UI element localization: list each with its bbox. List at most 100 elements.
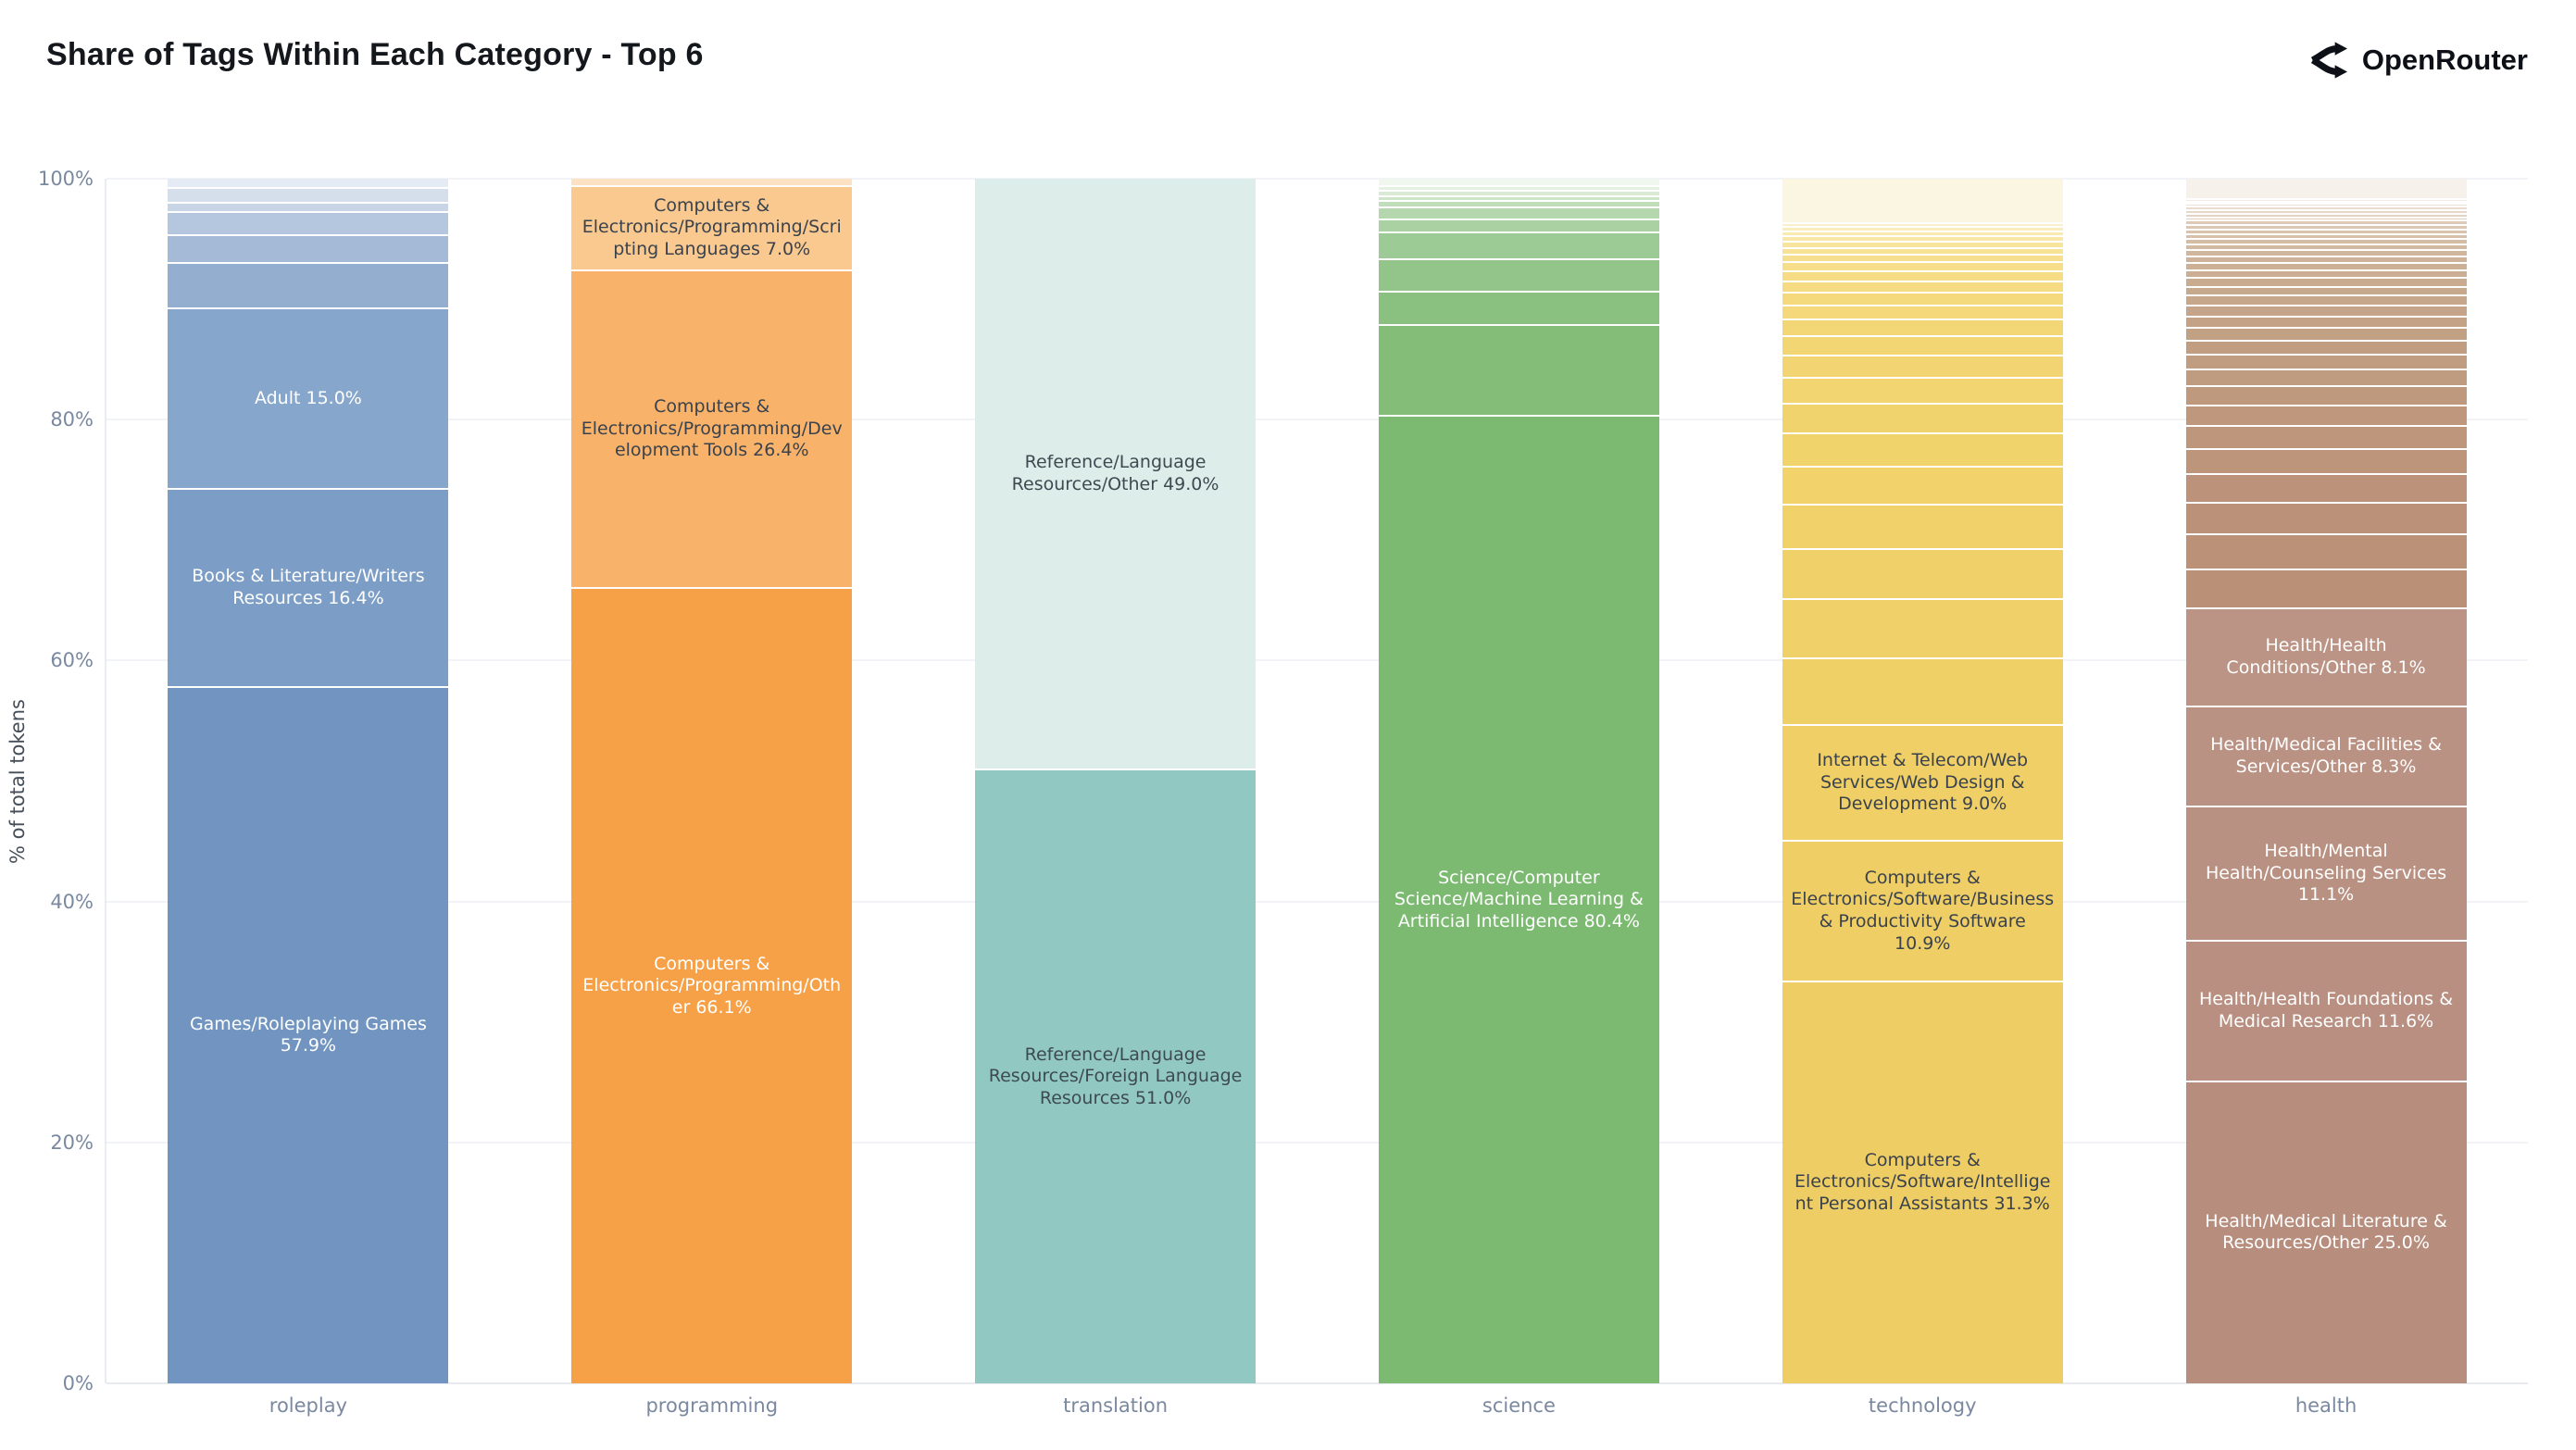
bar-segment-unlabeled[interactable] [1782, 269, 2063, 281]
bar-segment-unlabeled[interactable] [168, 261, 449, 308]
bar-segment-unlabeled[interactable] [1782, 402, 2063, 432]
bar-segment-unlabeled[interactable] [1782, 465, 2063, 505]
bar-segment-unlabeled[interactable] [571, 179, 853, 185]
bar-segment-unlabeled[interactable] [1378, 179, 1659, 185]
bar-segment-unlabeled[interactable] [1378, 257, 1659, 291]
bar-segment-unlabeled[interactable] [2185, 473, 2467, 502]
bar-segment-unlabeled[interactable] [2185, 237, 2467, 244]
bar-segment-unlabeled[interactable] [2185, 369, 2467, 386]
x-tick-label-health: health [2295, 1394, 2357, 1417]
bar-segment-unlabeled[interactable] [2185, 249, 2467, 256]
bar-segment[interactable]: Computers & Electronics/Programming/Deve… [571, 269, 853, 588]
bar-segment-unlabeled[interactable] [1782, 335, 2063, 356]
bar-segment-unlabeled[interactable] [2185, 208, 2467, 213]
bar-segment-unlabeled[interactable] [1782, 230, 2063, 236]
bar-segment[interactable]: Health/Medical Facilities & Services/Oth… [2185, 705, 2467, 806]
bar-segment-unlabeled[interactable] [2185, 219, 2467, 224]
bar-segment-unlabeled[interactable] [2185, 277, 2467, 286]
bar-segment-unlabeled[interactable] [2185, 294, 2467, 305]
bar-segment-unlabeled[interactable] [1782, 319, 2063, 336]
bar-segment[interactable]: Science/Computer Science/Machine Learnin… [1378, 414, 1659, 1383]
bar-segment-unlabeled[interactable] [1378, 184, 1659, 190]
y-axis-title: % of total tokens [6, 698, 29, 864]
bar-segment-unlabeled[interactable] [1782, 253, 2063, 261]
bar-segment-unlabeled[interactable] [1782, 431, 2063, 466]
bar-segment-unlabeled[interactable] [2185, 228, 2467, 233]
bar-segment-unlabeled[interactable] [1378, 218, 1659, 232]
bar-segment[interactable]: Adult 15.0% [168, 307, 449, 489]
bar-segment[interactable]: Computers & Electronics/Software/Intelli… [1782, 980, 2063, 1383]
bar-segment-unlabeled[interactable] [2185, 203, 2467, 206]
bar-segment-unlabeled[interactable] [2185, 243, 2467, 250]
bar-segment-unlabeled[interactable] [2185, 212, 2467, 217]
bar-segment-unlabeled[interactable] [1782, 222, 2063, 227]
bar-segment-unlabeled[interactable] [2185, 568, 2467, 607]
bar-segment-unlabeled[interactable] [2185, 304, 2467, 316]
bar-segment-unlabeled[interactable] [1782, 547, 2063, 598]
bar-segment-unlabeled[interactable] [2185, 223, 2467, 229]
bar-segment[interactable]: Health/Medical Literature & Resources/Ot… [2185, 1080, 2467, 1383]
bar-segment[interactable]: Health/Health Conditions/Other 8.1% [2185, 606, 2467, 706]
bar-segment-unlabeled[interactable] [1782, 656, 2063, 725]
bar-segment-unlabeled[interactable] [1378, 195, 1659, 201]
bar-segment-unlabeled[interactable] [1782, 260, 2063, 270]
bar-segment-unlabeled[interactable] [2185, 447, 2467, 474]
bar-segment-unlabeled[interactable] [168, 201, 449, 212]
bar-segment-unlabeled[interactable] [1782, 235, 2063, 241]
bar-segment-unlabeled[interactable] [168, 211, 449, 234]
bar-segment-unlabeled[interactable] [1378, 290, 1659, 325]
bar-segment-unlabeled[interactable] [2185, 339, 2467, 354]
x-tick-label-roleplay: roleplay [269, 1394, 348, 1417]
bar-segment[interactable]: Computers & Electronics/Programming/Scri… [571, 184, 853, 269]
bar-segment-unlabeled[interactable] [1782, 597, 2063, 657]
bar-segment-unlabeled[interactable] [2185, 315, 2467, 327]
x-tick-label-programming: programming [645, 1394, 779, 1417]
bar-segment-unlabeled[interactable] [1782, 246, 2063, 254]
bar-segment-unlabeled[interactable] [1782, 355, 2063, 377]
bar-segment[interactable]: Computers & Electronics/Software/Busines… [1782, 840, 2063, 981]
bar-segment-unlabeled[interactable] [1782, 305, 2063, 319]
bar-segment-unlabeled[interactable] [168, 187, 449, 202]
bar-segment[interactable]: Books & Literature/Writers Resources 16.… [168, 488, 449, 686]
category-column-science: Science/Computer Science/Machine Learnin… [1317, 179, 1720, 1417]
bar-segment-unlabeled[interactable] [2185, 424, 2467, 448]
bar-segment-unlabeled[interactable] [2185, 285, 2467, 295]
bar-segment-unlabeled[interactable] [2185, 385, 2467, 405]
bar-segment-unlabeled[interactable] [2185, 269, 2467, 278]
bar-segment-unlabeled[interactable] [2185, 216, 2467, 220]
bar-segment-unlabeled[interactable] [1782, 226, 2063, 231]
bar-segment[interactable]: Games/Roleplaying Games 57.9% [168, 685, 449, 1383]
bar-segment-unlabeled[interactable] [2185, 232, 2467, 238]
bar-segment-unlabeled[interactable] [168, 179, 449, 188]
bar-segment-unlabeled[interactable] [2185, 206, 2467, 209]
bar-segment-unlabeled[interactable] [1378, 206, 1659, 219]
bar-segment-unlabeled[interactable] [1782, 240, 2063, 247]
bar-segment-unlabeled[interactable] [2185, 532, 2467, 569]
category-column-roleplay: Adult 15.0% Books & Literature/Writers Re… [106, 179, 510, 1417]
bar-segment-unlabeled[interactable] [1782, 179, 2063, 223]
bar-segment-unlabeled[interactable] [2185, 255, 2467, 263]
bar-segment-unlabeled[interactable] [2185, 200, 2467, 204]
bar-segment-unlabeled[interactable] [1378, 189, 1659, 196]
bar-segment-unlabeled[interactable] [1378, 200, 1659, 206]
bar-segment[interactable]: Health/Health Foundations & Medical Rese… [2185, 940, 2467, 1081]
bar-segment-unlabeled[interactable] [1378, 231, 1659, 258]
bar-segment-unlabeled[interactable] [2185, 353, 2467, 369]
bar-segment-unlabeled[interactable] [1378, 324, 1659, 415]
bar-segment-unlabeled[interactable] [168, 233, 449, 262]
bar-segment[interactable]: Reference/Language Resources/Foreign Lan… [975, 769, 1257, 1383]
bar-segment[interactable]: Internet & Telecom/Web Services/Web Desi… [1782, 724, 2063, 841]
bar-segment-unlabeled[interactable] [1782, 280, 2063, 293]
bar-segment[interactable]: Computers & Electronics/Programming/Othe… [571, 587, 853, 1383]
bar-segment-unlabeled[interactable] [2185, 327, 2467, 340]
bar-segment-unlabeled[interactable] [2185, 501, 2467, 533]
bar-segment-unlabeled[interactable] [1782, 504, 2063, 548]
bar-segment-unlabeled[interactable] [2185, 179, 2467, 198]
bar-segment-unlabeled[interactable] [2185, 197, 2467, 201]
bar-segment[interactable]: Health/Mental Health/Counseling Services… [2185, 806, 2467, 941]
bar-segment-unlabeled[interactable] [2185, 262, 2467, 269]
bar-segment[interactable]: Reference/Language Resources/Other 49.0% [975, 179, 1257, 769]
bar-segment-unlabeled[interactable] [1782, 292, 2063, 306]
bar-segment-unlabeled[interactable] [2185, 404, 2467, 425]
bar-segment-unlabeled[interactable] [1782, 376, 2063, 403]
